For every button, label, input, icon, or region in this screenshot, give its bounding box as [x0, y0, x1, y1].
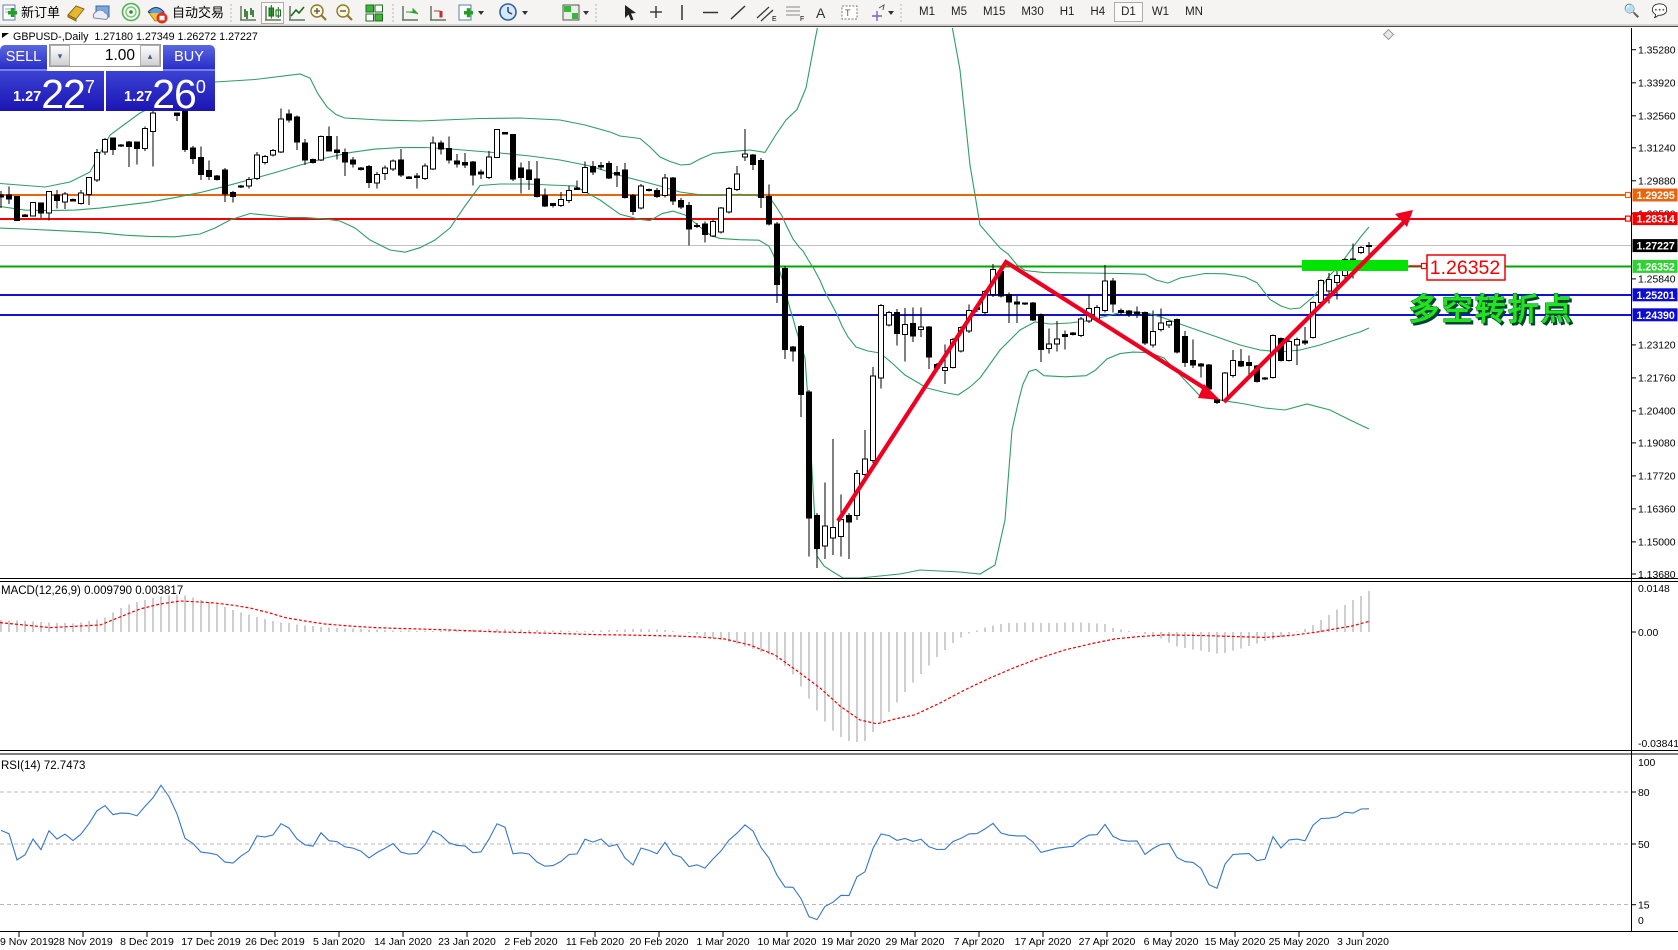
svg-text:1.20400: 1.20400: [1638, 407, 1676, 418]
svg-text:1.26352: 1.26352: [1430, 257, 1501, 279]
svg-text:28 Nov 2019: 28 Nov 2019: [53, 936, 113, 948]
svg-text:1.26352: 1.26352: [1637, 261, 1675, 273]
svg-text:23 Jan 2020: 23 Jan 2020: [438, 936, 496, 948]
svg-text:多空转折点: 多空转折点: [1409, 293, 1574, 327]
svg-text:29 Mar 2020: 29 Mar 2020: [886, 936, 945, 948]
svg-text:自动交易: 自动交易: [172, 5, 224, 20]
svg-text:T: T: [845, 8, 851, 18]
svg-text:1.29880: 1.29880: [1638, 177, 1676, 188]
svg-text:1.15000: 1.15000: [1638, 538, 1676, 549]
svg-text:1.16360: 1.16360: [1638, 505, 1676, 516]
svg-text:11 Feb 2020: 11 Feb 2020: [566, 936, 624, 948]
svg-text:RSI(14) 72.7473: RSI(14) 72.7473: [1, 760, 85, 772]
svg-text:9 Nov 2019: 9 Nov 2019: [0, 936, 54, 948]
svg-text:新订单: 新订单: [21, 5, 60, 20]
svg-text:100: 100: [1638, 758, 1656, 769]
svg-text:1.32560: 1.32560: [1638, 112, 1676, 123]
svg-text:1.29295: 1.29295: [1637, 190, 1675, 202]
svg-text:15 May 2020: 15 May 2020: [1205, 936, 1266, 948]
svg-text:14 Jan 2020: 14 Jan 2020: [374, 936, 432, 948]
svg-text:26 Dec 2019: 26 Dec 2019: [245, 936, 305, 948]
svg-text:1.27227: 1.27227: [1637, 241, 1675, 253]
svg-text:10 Mar 2020: 10 Mar 2020: [758, 936, 817, 948]
svg-text:25 May 2020: 25 May 2020: [1269, 936, 1330, 948]
svg-text:17 Dec 2019: 17 Dec 2019: [181, 936, 241, 948]
svg-text:MACD(12,26,9) 0.009790 0.00381: MACD(12,26,9) 0.009790 0.003817: [1, 585, 183, 597]
svg-text:E: E: [772, 16, 777, 23]
svg-text:1.25201: 1.25201: [1637, 290, 1675, 302]
svg-text:20 Feb 2020: 20 Feb 2020: [630, 936, 689, 948]
svg-text:F: F: [800, 16, 804, 23]
svg-text:2 Feb 2020: 2 Feb 2020: [504, 936, 557, 948]
svg-text:-0.038415: -0.038415: [1638, 739, 1678, 750]
svg-text:5 Jan 2020: 5 Jan 2020: [313, 936, 365, 948]
svg-text:A: A: [816, 5, 826, 21]
svg-text:17 Apr 2020: 17 Apr 2020: [1015, 936, 1072, 948]
svg-text:1.25840: 1.25840: [1638, 275, 1676, 286]
svg-text:1.17720: 1.17720: [1638, 472, 1676, 483]
svg-text:80: 80: [1638, 788, 1650, 799]
svg-text:1.21760: 1.21760: [1638, 374, 1676, 385]
svg-text:27 Apr 2020: 27 Apr 2020: [1079, 936, 1136, 948]
svg-text:15: 15: [1638, 901, 1650, 912]
svg-text:1.24390: 1.24390: [1637, 310, 1675, 322]
svg-text:0.0148: 0.0148: [1638, 584, 1670, 595]
svg-text:GBPUSD-,Daily 1.27180 1.27349: GBPUSD-,Daily 1.27180 1.27349 1.26272 1.…: [13, 31, 258, 43]
svg-text:1.35280: 1.35280: [1638, 46, 1676, 57]
svg-text:7 Apr 2020: 7 Apr 2020: [954, 936, 1005, 948]
svg-text:1.19080: 1.19080: [1638, 439, 1676, 450]
svg-text:0: 0: [1638, 916, 1644, 927]
svg-text:1.13680: 1.13680: [1638, 570, 1676, 581]
svg-text:1.31240: 1.31240: [1638, 144, 1676, 155]
svg-text:8 Dec 2019: 8 Dec 2019: [120, 936, 174, 948]
svg-text:19 Mar 2020: 19 Mar 2020: [822, 936, 881, 948]
svg-text:1.23120: 1.23120: [1638, 341, 1676, 352]
svg-text:6 May 2020: 6 May 2020: [1144, 936, 1199, 948]
svg-text:1.33920: 1.33920: [1638, 79, 1676, 90]
svg-text:1.28314: 1.28314: [1637, 214, 1675, 226]
svg-text:3 Jun 2020: 3 Jun 2020: [1337, 936, 1389, 948]
svg-text:1 Mar 2020: 1 Mar 2020: [696, 936, 749, 948]
svg-text:50: 50: [1638, 840, 1650, 851]
svg-text:0.00: 0.00: [1638, 628, 1658, 639]
